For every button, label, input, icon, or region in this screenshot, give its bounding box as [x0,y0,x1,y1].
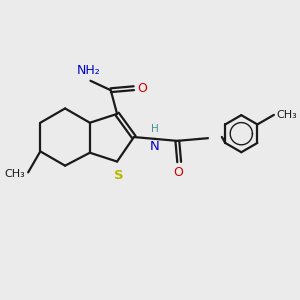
Text: NH₂: NH₂ [77,64,101,77]
Polygon shape [219,123,244,151]
Text: CH₃: CH₃ [5,169,26,179]
Text: CH₃: CH₃ [277,110,297,120]
Text: O: O [137,82,147,95]
Text: O: O [173,166,183,179]
Text: S: S [114,169,123,182]
Text: H: H [151,124,159,134]
Polygon shape [208,101,274,166]
Text: N: N [150,140,160,153]
